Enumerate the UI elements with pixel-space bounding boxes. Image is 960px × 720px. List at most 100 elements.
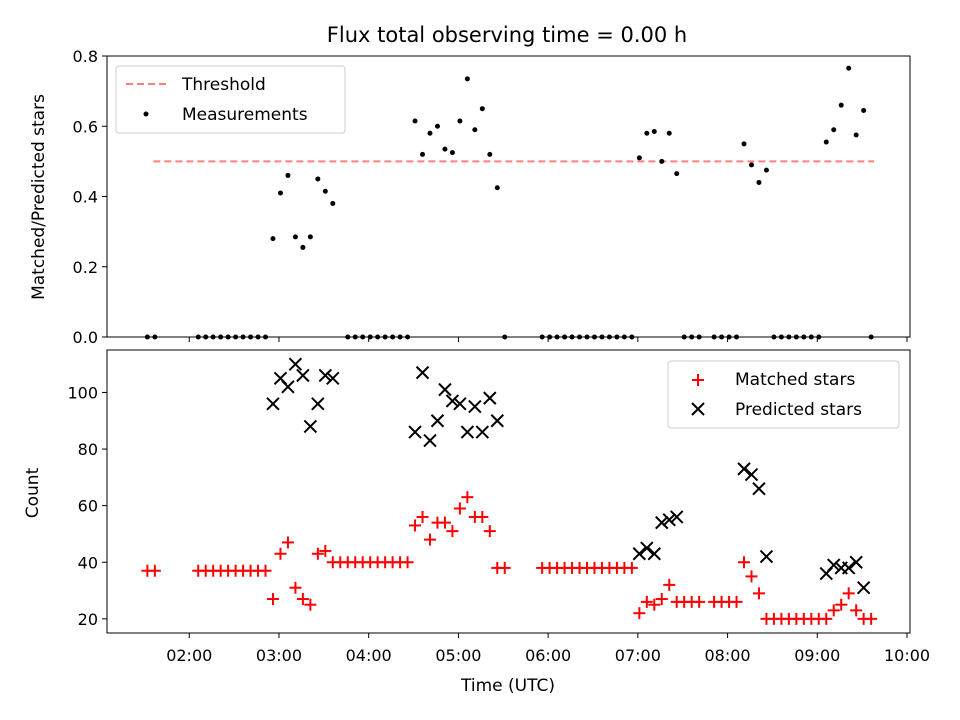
- top-ytick-label: 0.2: [73, 258, 98, 277]
- matched-star-point: [730, 595, 743, 608]
- measurement-point: [763, 167, 769, 173]
- measurement-point: [412, 118, 418, 124]
- predicted-star-point: [640, 541, 654, 555]
- predicted-star-point: [445, 394, 460, 408]
- predicted-star-point: [752, 481, 766, 496]
- matched-star-point: [476, 510, 489, 523]
- top-ytick-label: 0.8: [73, 47, 98, 66]
- measurement-point: [756, 179, 762, 185]
- measurement-point: [292, 234, 298, 240]
- matched-star-point: [625, 561, 638, 574]
- bottom-xtick-label: 04:00: [346, 646, 392, 665]
- matched-star-point: [148, 564, 161, 577]
- measurement-point: [442, 146, 448, 152]
- matched-star-point: [850, 604, 863, 617]
- measurement-point: [434, 123, 440, 129]
- bottom-legend: Matched stars Predicted stars: [667, 360, 900, 429]
- measurement-point: [277, 190, 283, 196]
- matched-star-point: [266, 593, 279, 606]
- measurement-point: [823, 139, 829, 145]
- measurement-point: [666, 130, 672, 136]
- bottom-x-axis: 02:00 03:00 04:00 05:00 06:00 07:00 08:00 09:00…: [166, 633, 930, 665]
- predicted-star-point: [856, 581, 871, 595]
- measurement-point: [307, 234, 313, 240]
- predicted-star-point: [841, 561, 856, 575]
- top-legend: Threshold Measurements: [115, 65, 346, 134]
- measurement-point: [420, 151, 426, 157]
- predicted-star-point: [827, 558, 841, 572]
- bottom-plot-area: [141, 357, 878, 625]
- matched-star-point: [409, 519, 422, 532]
- bottom-xtick-label: 08:00: [705, 646, 751, 665]
- predicted-legend-marker: [691, 402, 705, 416]
- top-ytick-label: 0.4: [73, 188, 98, 207]
- matched-star-point: [483, 525, 496, 538]
- predicted-star-point: [415, 365, 430, 380]
- matched-star-point: [438, 516, 451, 529]
- measurement-point: [300, 244, 306, 250]
- matched-star-point: [259, 564, 272, 577]
- predicted-star-point: [483, 391, 497, 405]
- matched-star-point: [296, 593, 309, 606]
- matched-star-point: [640, 595, 653, 608]
- bottom-xtick-label: 07:00: [615, 646, 661, 665]
- predicted-star-point: [281, 380, 295, 394]
- measurement-point: [748, 162, 754, 168]
- matched-star-point: [820, 612, 833, 625]
- measurement-point: [479, 106, 485, 112]
- matched-star-point: [842, 587, 855, 600]
- predicted-star-point: [849, 555, 863, 569]
- predicted-star-point: [423, 433, 437, 448]
- measurement-point: [487, 151, 493, 157]
- predicted-star-point: [647, 547, 662, 561]
- measurement-point: [636, 155, 642, 161]
- matched-star-point: [865, 612, 878, 625]
- matched-star-point: [835, 598, 848, 611]
- bottom-xlabel: Time (UTC): [460, 676, 555, 696]
- top-ytick-label: 0.6: [73, 117, 98, 136]
- measurement-point: [472, 127, 478, 133]
- matched-star-point: [461, 491, 474, 504]
- predicted-star-point: [311, 397, 325, 411]
- predicted-star-point: [288, 357, 303, 371]
- bottom-ytick-label: 20: [78, 610, 98, 629]
- matched-star-point: [274, 547, 287, 560]
- bottom-ylabel: Count: [23, 467, 43, 518]
- bottom-xtick-label: 10:00: [884, 646, 930, 665]
- matched-star-point: [827, 604, 840, 617]
- matched-star-point: [423, 533, 436, 546]
- predicted-star-point: [475, 425, 490, 439]
- predicted-star-point: [266, 397, 280, 411]
- top-legend-box: [115, 65, 346, 134]
- measurement-point: [270, 236, 276, 242]
- predicted-star-point: [303, 419, 318, 434]
- matched-star-point: [633, 607, 646, 620]
- predicted-star-point: [737, 462, 751, 476]
- bottom-ytick-label: 60: [78, 497, 98, 516]
- predicted-star-point: [430, 414, 445, 428]
- predicted-star-point: [490, 414, 504, 428]
- top-x-axis: [188, 337, 908, 342]
- bottom-xtick-label: 06:00: [525, 646, 571, 665]
- measurement-point: [330, 201, 336, 207]
- predicted-star-point: [460, 425, 475, 439]
- bottom-xtick-label: 09:00: [794, 646, 840, 665]
- measurement-point: [322, 188, 328, 194]
- predicted-star-point: [759, 549, 774, 564]
- matched-star-point: [446, 525, 459, 538]
- predicted-star-point: [453, 397, 467, 411]
- measurement-point: [315, 176, 321, 182]
- matched-legend-label: Matched stars: [735, 370, 855, 390]
- matched-legend-marker: [692, 374, 704, 386]
- predicted-star-point: [438, 382, 452, 397]
- threshold-legend-label: Threshold: [181, 75, 266, 95]
- measurements-legend-label: Measurements: [182, 105, 308, 125]
- matched-star-point: [416, 510, 429, 523]
- measurements-legend-marker: [143, 111, 149, 117]
- top-y-axis: 0.0 0.2 0.4 0.6 0.8: [73, 47, 107, 347]
- top-ytick-label: 0.0: [73, 328, 98, 347]
- matched-star-point: [281, 536, 294, 549]
- matched-star-point: [745, 570, 758, 583]
- measurement-point: [449, 150, 455, 156]
- measurement-point: [831, 127, 837, 133]
